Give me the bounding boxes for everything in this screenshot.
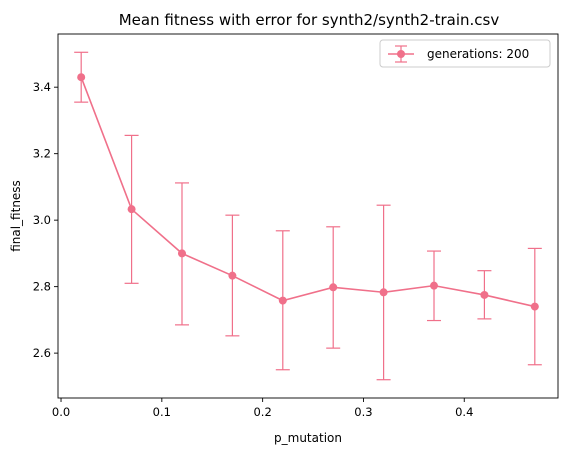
axes-frame	[57, 33, 559, 399]
data-point	[530, 302, 539, 311]
data-point	[77, 73, 86, 82]
y-axis: 2.6 2.8 3.0 3.2 3.4	[33, 80, 58, 360]
data-point	[430, 281, 439, 290]
data-point	[379, 288, 388, 297]
x-tick-label: 0.4	[455, 405, 473, 419]
data-point	[278, 296, 287, 305]
legend: generations: 200	[379, 39, 551, 68]
x-tick-label: 0.2	[253, 405, 271, 419]
y-tick-label: 2.8	[33, 280, 51, 294]
x-tick-label: 0.0	[52, 405, 70, 419]
x-tick-label: 0.1	[153, 405, 171, 419]
legend-label: generations: 200	[427, 47, 529, 61]
data-point	[480, 290, 489, 299]
x-axis-label: p_mutation	[274, 431, 342, 445]
data-point	[127, 205, 136, 214]
y-axis-label: final_fitness	[9, 180, 23, 252]
y-tick-label: 2.6	[33, 346, 51, 360]
series-line	[80, 76, 535, 308]
data-point	[177, 249, 186, 258]
legend-marker	[388, 45, 414, 63]
legend-point	[397, 50, 405, 58]
y-tick-label: 3.2	[33, 147, 51, 161]
x-tick-label: 0.3	[354, 405, 372, 419]
chart-title: Mean fitness with error for synth2/synth…	[119, 11, 500, 29]
legend-box	[379, 39, 551, 68]
plot-area	[74, 51, 542, 381]
x-axis: 0.0 0.1 0.2 0.3 0.4	[52, 398, 473, 419]
data-point	[329, 283, 338, 292]
y-tick-label: 3.4	[33, 80, 51, 94]
data-point	[228, 271, 237, 280]
y-tick-label: 3.0	[33, 213, 51, 227]
